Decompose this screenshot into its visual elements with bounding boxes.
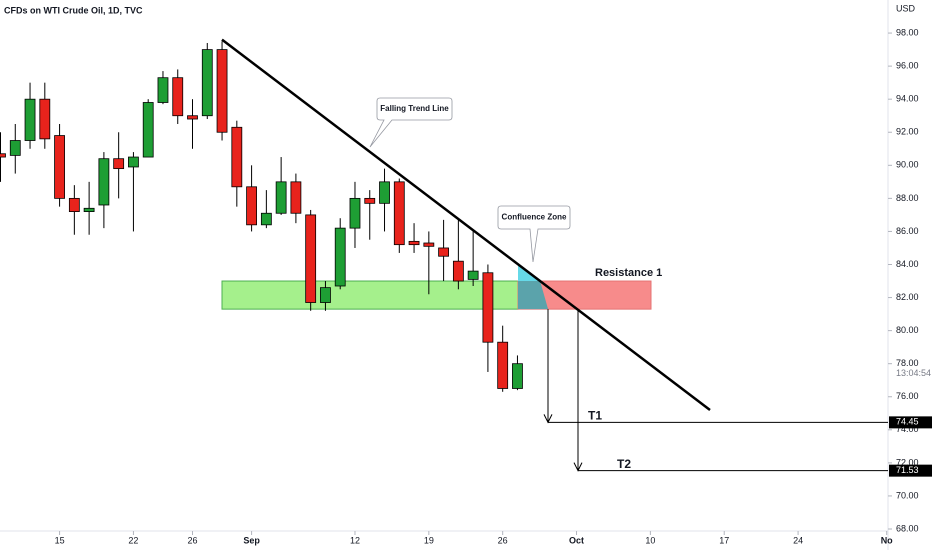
candle-body: [452, 260, 464, 282]
x-tick-label: 26: [188, 535, 198, 545]
candle-body: [320, 287, 331, 303]
candle-body: [334, 227, 346, 287]
candle-body: [39, 98, 51, 140]
x-tick-label: Oct: [569, 535, 584, 545]
candle-body: [438, 247, 450, 257]
x-tick-label: 19: [424, 535, 434, 545]
x-tick-label: No: [881, 535, 893, 545]
candle-body: [187, 115, 198, 120]
price-tag: [889, 416, 932, 429]
price-tag: [889, 464, 932, 477]
candle-body: [393, 181, 405, 246]
candle-body: [216, 49, 228, 133]
candle-body: [0, 153, 6, 158]
currency: USD: [896, 3, 916, 13]
x-tick-label: 15: [55, 535, 65, 545]
candle-body: [98, 158, 110, 206]
x-tick-label: 22: [128, 535, 138, 545]
candle-body: [482, 272, 494, 343]
resistance-label: Resistance 1: [595, 267, 662, 279]
x-tick-label: 26: [498, 535, 508, 545]
y-tick-label: 96.00: [896, 61, 919, 71]
candle-body: [260, 212, 272, 226]
target-name: T2: [617, 457, 631, 471]
candle-body: [113, 158, 125, 170]
confluence-overlap: [518, 281, 549, 310]
candle-body: [83, 207, 95, 212]
candle-body: [467, 270, 479, 280]
candle-body: [275, 181, 287, 214]
candle-body: [231, 126, 243, 188]
y-tick-label: 74.00: [896, 424, 919, 434]
y-tick-label: 68.00: [896, 523, 919, 533]
price-tag-label: 74.45: [896, 417, 919, 427]
y-tick-label: 92.00: [896, 127, 919, 137]
confluence-label-box: [497, 205, 571, 263]
chart-title: CFDs on WTI Crude Oil, 1D, TVC: [4, 5, 143, 15]
candle-body: [379, 181, 390, 204]
candle-body: [68, 197, 80, 212]
candle-body: [349, 197, 361, 229]
candle-body: [408, 240, 420, 246]
candle-body: [290, 181, 302, 214]
candle-body: [512, 363, 523, 389]
y-tick-label: 80.00: [896, 325, 919, 335]
y-tick-label: 78.00: [896, 358, 919, 368]
candle-body: [128, 156, 139, 168]
trend-line: [221, 38, 711, 411]
candle-body: [364, 197, 376, 204]
countdown: 13:04:54: [896, 368, 931, 378]
x-tick-label: 24: [793, 535, 803, 545]
candle-body: [201, 49, 213, 117]
y-tick-label: 98.00: [896, 27, 919, 37]
candle-body: [423, 242, 435, 247]
candle-body: [157, 77, 169, 103]
y-tick-label: 86.00: [896, 226, 919, 236]
candle-body: [54, 135, 65, 199]
candle-body: [497, 341, 509, 389]
y-tick-label: 88.00: [896, 193, 919, 203]
y-tick-label: 82.00: [896, 292, 919, 302]
candle-body: [305, 214, 317, 303]
price-tag-label: 71.53: [896, 465, 919, 475]
trend-line-label: Falling Trend Line: [380, 104, 449, 113]
candle-body: [142, 102, 154, 158]
y-tick-label: 84.00: [896, 259, 919, 269]
candle-body: [172, 77, 184, 117]
x-tick-label: 12: [350, 535, 360, 545]
trend-line-label-box: [369, 97, 453, 148]
confluence-label: Confluence Zone: [502, 213, 567, 222]
candle-body: [24, 98, 36, 141]
y-tick-label: 70.00: [896, 490, 919, 500]
target-name: T1: [588, 409, 602, 423]
x-tick-label: 17: [719, 535, 729, 545]
x-tick-label: Sep: [243, 535, 260, 545]
x-tick-label: 10: [645, 535, 655, 545]
candle-body: [246, 186, 257, 226]
y-tick-label: 90.00: [896, 160, 919, 170]
y-tick-label: 76.00: [896, 391, 919, 401]
resistance-zone: [221, 280, 519, 310]
y-tick-label: 94.00: [896, 94, 919, 104]
y-tick-label: 72.00: [896, 457, 919, 467]
candle-body: [9, 140, 21, 156]
